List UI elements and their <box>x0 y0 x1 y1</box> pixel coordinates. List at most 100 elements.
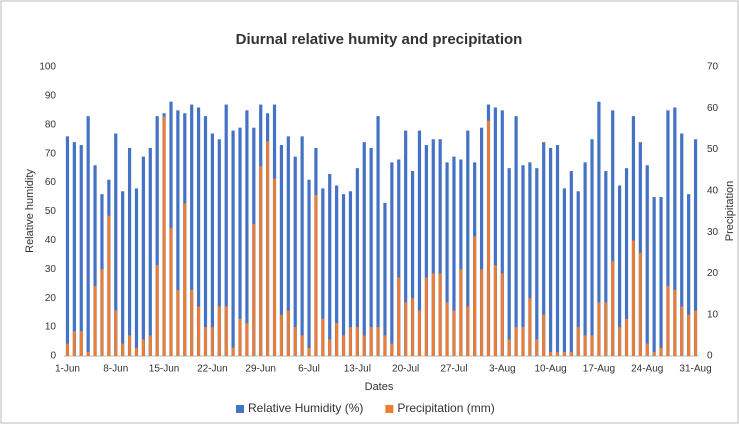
bar <box>231 347 235 356</box>
bar <box>659 197 663 356</box>
bar <box>114 310 118 356</box>
bar <box>652 351 656 356</box>
x-axis-title: Dates <box>365 381 394 393</box>
x-tick-label: 29-Jun <box>245 364 276 375</box>
bar <box>155 265 159 356</box>
bar <box>72 142 76 356</box>
y2-tick-label: 10 <box>707 309 719 320</box>
bar <box>335 322 339 356</box>
y-tick-label: 60 <box>45 177 57 188</box>
bar <box>631 116 636 356</box>
bar <box>100 269 104 356</box>
bar <box>638 252 642 356</box>
y2-axis-title: Precipitation <box>724 181 736 242</box>
bar <box>390 343 394 356</box>
y2-tick-label: 0 <box>707 351 713 362</box>
y-tick-label: 70 <box>45 148 57 159</box>
bar <box>563 351 566 356</box>
bar <box>107 215 111 356</box>
bar <box>638 142 642 356</box>
y2-tick-label: 20 <box>707 268 719 279</box>
bar <box>362 335 366 356</box>
bar <box>176 289 180 356</box>
bar <box>293 327 297 356</box>
bar <box>383 202 387 356</box>
x-tick-label: 20-Jul <box>392 364 419 375</box>
bar <box>128 335 131 356</box>
bar <box>245 110 249 356</box>
bar <box>190 289 194 356</box>
bar <box>280 314 283 356</box>
bar <box>459 269 463 356</box>
bar <box>431 273 435 356</box>
bar <box>480 269 483 356</box>
bar <box>521 165 525 356</box>
bar <box>217 139 221 356</box>
bar <box>445 302 449 356</box>
bar <box>224 306 228 356</box>
bar <box>397 277 401 356</box>
bar <box>507 339 511 356</box>
bar <box>141 156 145 356</box>
bar <box>507 168 511 356</box>
y-tick-label: 80 <box>45 119 57 130</box>
bar <box>411 298 414 356</box>
legend-swatch <box>236 405 244 413</box>
bar <box>127 147 132 356</box>
bar <box>597 101 601 357</box>
bar <box>79 145 83 356</box>
bar <box>204 327 207 356</box>
bar <box>417 130 422 356</box>
bar <box>431 139 435 356</box>
bar <box>645 165 649 356</box>
bar <box>210 327 214 356</box>
bar <box>197 306 200 356</box>
bar <box>72 331 76 356</box>
x-tick-label: 24-Aug <box>631 364 663 375</box>
bar <box>687 194 691 356</box>
bar <box>300 136 304 356</box>
x-tick-label: 13-Jul <box>344 364 371 375</box>
bar <box>135 347 138 356</box>
bar <box>666 285 670 356</box>
bar <box>286 310 290 356</box>
legend-swatch <box>385 405 394 413</box>
bar <box>86 351 90 356</box>
bar <box>342 335 345 356</box>
bar <box>549 147 553 356</box>
y-tick-label: 100 <box>39 62 56 73</box>
bar <box>183 203 187 356</box>
bar <box>86 116 90 356</box>
bar <box>618 327 622 356</box>
bar <box>390 162 394 356</box>
y2-tick-label: 40 <box>707 185 719 196</box>
bar <box>424 145 428 356</box>
bar <box>231 130 235 356</box>
bar <box>645 343 649 356</box>
bar <box>466 306 470 356</box>
bar <box>121 343 125 356</box>
bar <box>293 156 297 356</box>
bar <box>162 116 166 357</box>
y2-tick-label: 70 <box>707 62 719 73</box>
bar <box>500 273 504 356</box>
bar <box>493 265 497 356</box>
bar <box>625 318 628 356</box>
bar <box>369 327 373 356</box>
bar <box>335 185 339 356</box>
bar <box>328 339 332 356</box>
bar <box>279 145 284 356</box>
bar <box>217 306 221 356</box>
y-tick-label: 10 <box>45 322 57 333</box>
bar <box>604 171 608 356</box>
legend-label: Precipitation (mm) <box>397 401 494 415</box>
bar <box>466 130 470 356</box>
y-tick-label: 20 <box>45 293 57 304</box>
bar <box>500 110 504 356</box>
bar <box>259 166 263 356</box>
y-tick-label: 40 <box>45 235 57 246</box>
bar <box>673 107 677 357</box>
bar <box>445 162 449 356</box>
x-tick-label: 27-Jul <box>440 364 467 375</box>
